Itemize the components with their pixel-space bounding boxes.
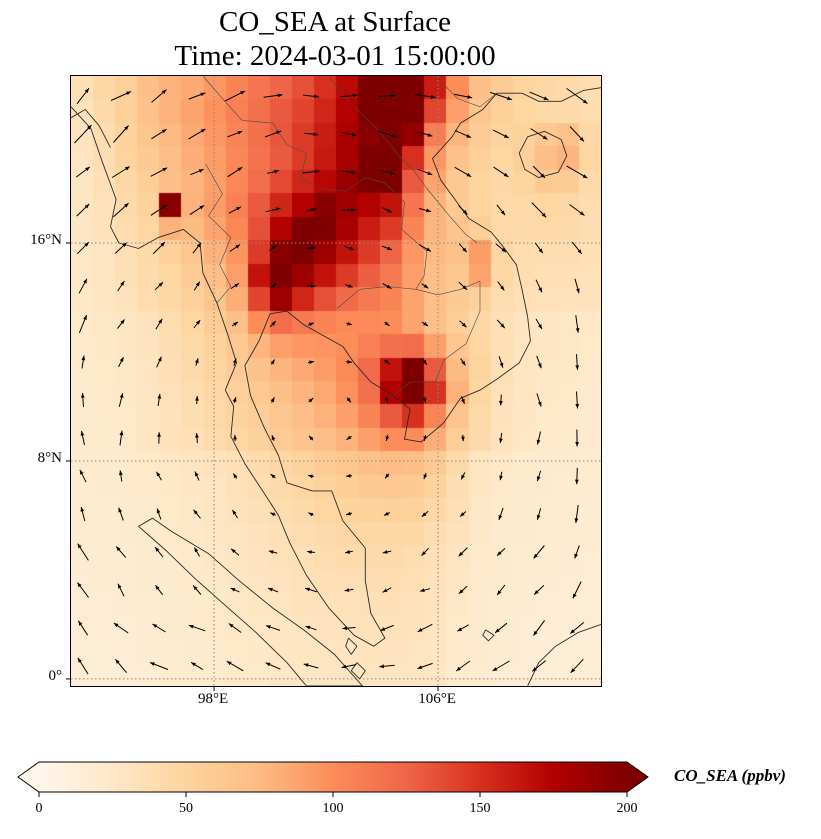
co-heatmap-canvas bbox=[71, 76, 601, 686]
y-tick-label: 16°N bbox=[30, 232, 62, 248]
quiver-arrows bbox=[74, 87, 588, 675]
colorbar-tick-label: 50 bbox=[179, 801, 193, 816]
colorbar-label: CO_SEA (ppbv) bbox=[674, 766, 786, 785]
map-overlay-svg bbox=[66, 76, 601, 691]
colorbar-tick-label: 100 bbox=[323, 801, 344, 816]
colorbar-tick-label: 0 bbox=[36, 801, 43, 816]
colorbar-tick-label: 200 bbox=[617, 801, 638, 816]
colorbar-tick-label: 150 bbox=[470, 801, 491, 816]
y-tick-label: 8°N bbox=[37, 449, 62, 466]
x-tick-label: 98°E bbox=[197, 691, 229, 707]
chart-title: CO_SEA at Surface bbox=[219, 6, 451, 38]
axis-ticks bbox=[66, 242, 439, 691]
map-plot bbox=[66, 75, 602, 691]
chart-subtitle: Time: 2024-03-01 15:00:00 bbox=[174, 40, 496, 72]
colorbar: 0 50 100 150 200 bbox=[17, 761, 649, 816]
country-borders bbox=[202, 76, 497, 396]
title-block: CO_SEA at Surface Time: 2024-03-01 15:00… bbox=[70, 5, 600, 73]
y-tick-label: 0° bbox=[48, 667, 63, 684]
coastlines bbox=[71, 87, 601, 686]
colorbar-gradient-bar bbox=[17, 761, 649, 793]
gridlines bbox=[71, 76, 601, 686]
x-tick-label: 106°E bbox=[418, 691, 456, 707]
